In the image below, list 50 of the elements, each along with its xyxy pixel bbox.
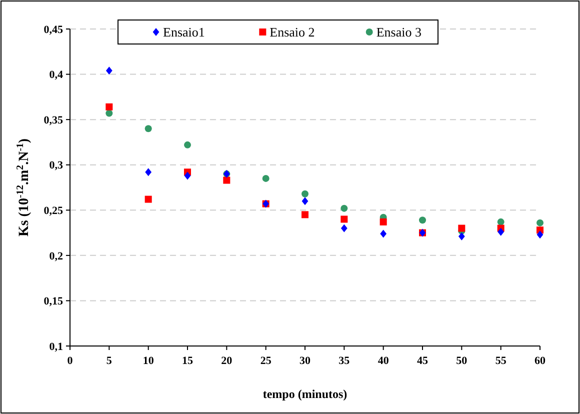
x-tick-label: 50 [456, 355, 468, 367]
x-tick-label: 30 [300, 355, 311, 367]
point [184, 172, 191, 180]
point [144, 196, 152, 203]
x-tick-label: 40 [378, 355, 390, 367]
point [302, 211, 308, 218]
y-tick-label: 0,2 [49, 250, 64, 262]
legend-label: Ensaio 2 [270, 24, 315, 40]
point [302, 197, 308, 206]
x-axis-title: tempo (minutos) [262, 387, 348, 401]
point [497, 218, 504, 226]
point [536, 219, 544, 226]
point [380, 218, 387, 226]
x-tick-label: 55 [495, 355, 507, 367]
legend-label: Ensaio1 [163, 24, 205, 40]
point [302, 190, 308, 198]
point [106, 103, 113, 110]
y-tick-label: 0,4 [49, 69, 64, 82]
point [340, 224, 348, 232]
y-tick-label: 0,25 [44, 204, 64, 217]
point [419, 216, 426, 224]
y-tick-label: 0,3 [49, 160, 64, 172]
y-tick-label: 0,45 [44, 24, 64, 36]
point [262, 174, 270, 182]
x-tick-label: 10 [142, 355, 154, 367]
point [145, 168, 152, 176]
y-tick-label: 0,1 [49, 340, 63, 353]
legend-label: Ensaio 3 [376, 24, 422, 40]
point [106, 66, 112, 75]
x-tick-label: 35 [338, 355, 350, 367]
point [106, 110, 113, 117]
point [144, 125, 152, 132]
point [184, 141, 191, 148]
x-tick-label: 45 [417, 355, 428, 367]
point [536, 230, 544, 239]
point [340, 204, 348, 212]
x-tick-label: 15 [182, 355, 194, 367]
x-tick-label: 60 [534, 355, 546, 367]
y-tick-label: 0,15 [44, 296, 64, 308]
y-tick-label: 0,35 [44, 114, 64, 126]
x-tick-label: 25 [260, 355, 272, 367]
point [380, 230, 387, 238]
point [223, 176, 230, 184]
x-tick-label: 5 [106, 355, 112, 367]
x-tick-label: 0 [67, 355, 74, 367]
point [458, 224, 466, 232]
point [340, 216, 348, 223]
point [498, 228, 504, 236]
point [458, 232, 465, 240]
x-tick-label: 20 [221, 355, 233, 367]
